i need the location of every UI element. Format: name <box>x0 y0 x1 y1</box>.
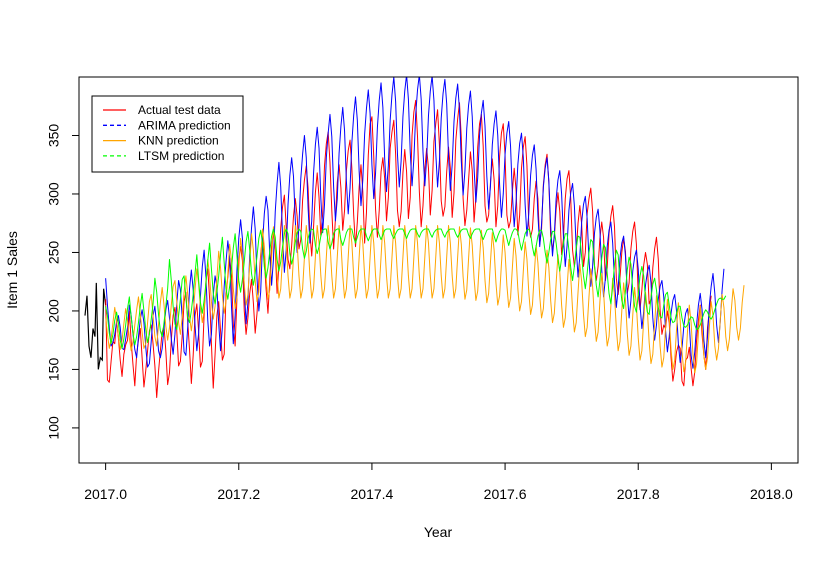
series-line-knn-prediction <box>105 225 745 374</box>
legend-label-arima-prediction: ARIMA prediction <box>138 118 231 132</box>
y-tick-label: 100 <box>46 416 62 440</box>
y-tick-label: 300 <box>46 182 62 206</box>
y-tick-label: 250 <box>46 241 62 265</box>
x-tick-label: 2017.8 <box>617 486 660 502</box>
x-axis: 2017.0 2017.2 2017.4 2017.6 2017.8 2018.0 <box>84 462 793 502</box>
x-tick-label: 2017.0 <box>84 486 127 502</box>
series-line-ltsm-prediction <box>105 228 727 349</box>
y-axis: 100 150 200 250 300 350 <box>46 124 80 440</box>
y-tick-label: 350 <box>46 124 62 148</box>
legend-label-actual-test-data: Actual test data <box>138 103 221 117</box>
legend-label-ltsm-prediction: LTSM prediction <box>138 149 224 163</box>
y-tick-label: 200 <box>46 299 62 323</box>
series-layer <box>84 77 745 398</box>
x-axis-title: Year <box>424 524 453 540</box>
legend-box <box>91 95 244 173</box>
x-tick-label: 2017.6 <box>484 486 527 502</box>
series-line-arima-prediction <box>105 77 725 369</box>
x-tick-label: 2017.2 <box>217 486 260 502</box>
history-line <box>84 282 107 370</box>
x-tick-label: 2018.0 <box>750 486 793 502</box>
x-tick-label: 2017.4 <box>351 486 394 502</box>
y-axis-title: Item 1 Sales <box>4 231 20 309</box>
y-tick-label: 150 <box>46 358 62 382</box>
legend-label-knn-prediction: KNN prediction <box>138 134 219 148</box>
